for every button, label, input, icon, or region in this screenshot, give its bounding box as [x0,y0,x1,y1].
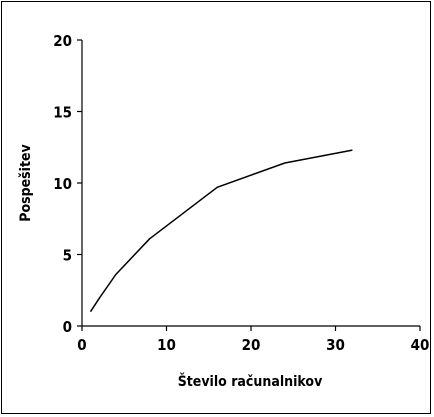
x-ticks: 0 10 20 30 40 [77,326,429,354]
x-tick-label: 40 [411,336,430,354]
y-tick-label: 15 [53,104,72,122]
x-tick-label: 30 [326,336,345,354]
y-ticks: 0 5 10 15 20 [53,32,82,336]
y-tick-label: 20 [53,32,72,50]
x-tick-label: 20 [242,336,261,354]
x-axis-label: Število računalnikov [178,372,323,390]
y-tick-label: 5 [63,247,72,265]
y-tick-label: 0 [63,318,72,336]
x-tick-label: 10 [157,336,176,354]
y-axis-label: Pospešitev [18,143,34,221]
y-tick-label: 10 [53,175,72,193]
x-tick-label: 0 [77,336,86,354]
speedup-series-line [89,149,353,313]
series-layer [89,149,353,313]
